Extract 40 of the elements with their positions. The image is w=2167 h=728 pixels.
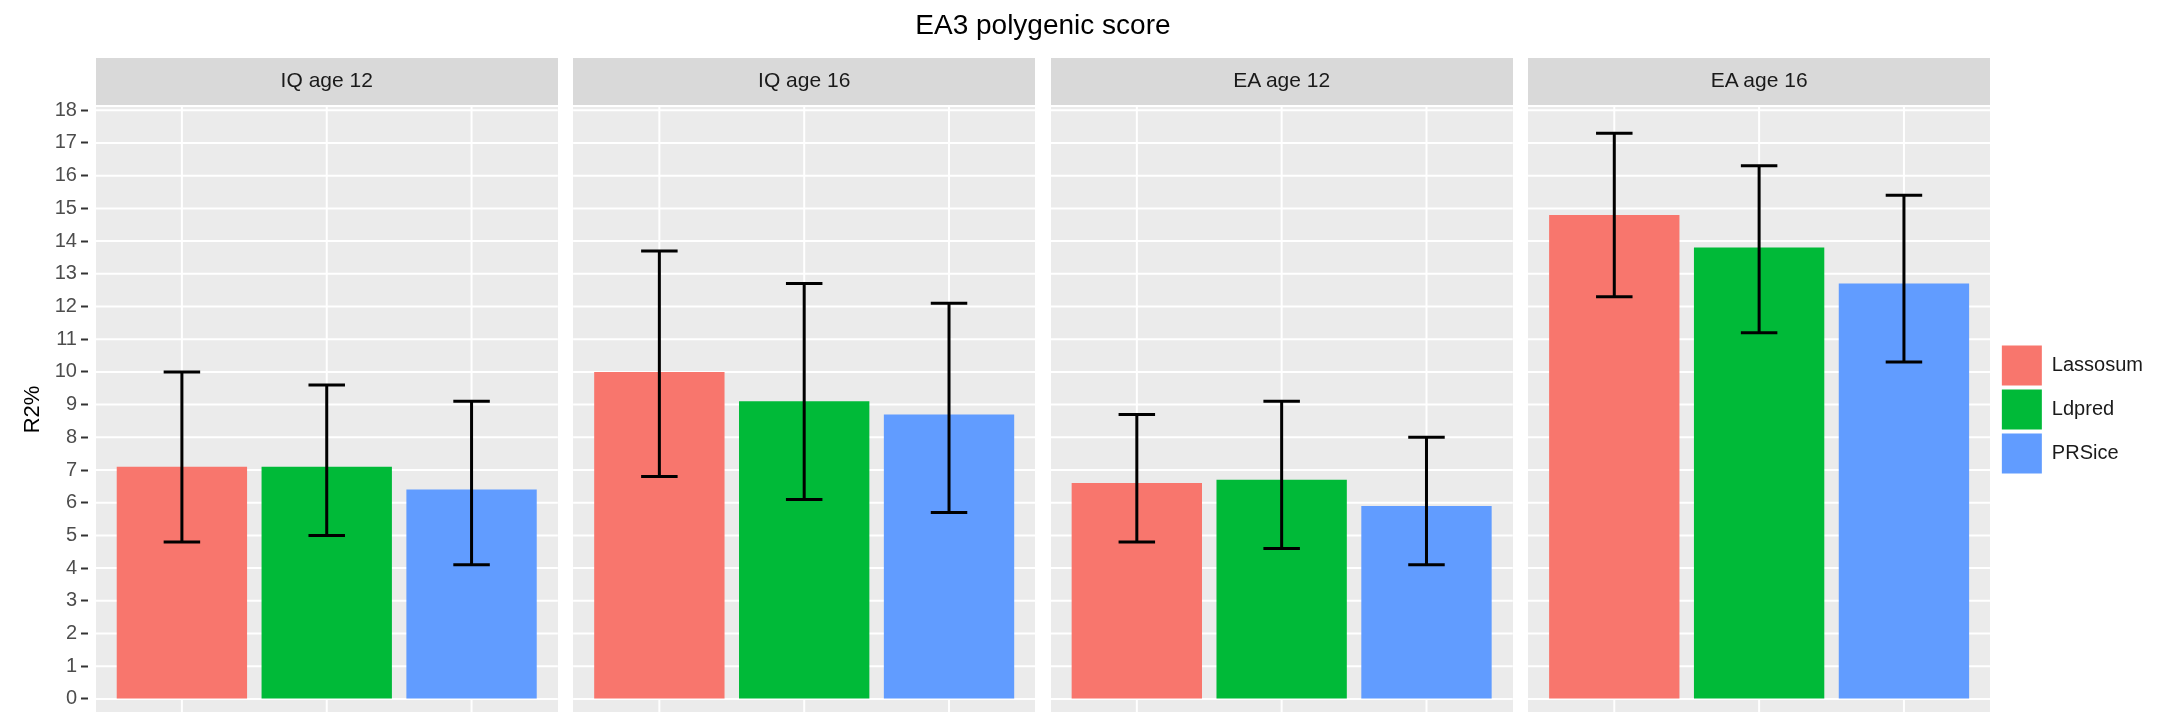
bar xyxy=(739,401,870,699)
bar xyxy=(1216,479,1347,699)
legend-label: Ldpred xyxy=(2051,397,2115,420)
legend-label: Lassosum xyxy=(2051,353,2143,376)
y-tick-label: 18 xyxy=(54,97,77,120)
x-tick-label: EA age 12 xyxy=(1233,68,1331,92)
chart-title: EA3 polygenic score xyxy=(915,8,1171,40)
y-tick-label: 5 xyxy=(65,522,77,545)
legend-label: PRSice xyxy=(2051,441,2119,464)
y-tick-label: 6 xyxy=(65,490,77,513)
y-tick-label: 17 xyxy=(54,130,77,153)
y-tick-label: 11 xyxy=(56,326,77,349)
x-tick-label: EA age 16 xyxy=(1710,68,1808,92)
bar xyxy=(883,414,1015,699)
y-tick-label: 10 xyxy=(54,359,77,382)
y-tick-label: 4 xyxy=(65,555,77,578)
bar xyxy=(1838,283,1970,699)
y-tick-label: 2 xyxy=(65,621,77,644)
y-tick-label: 8 xyxy=(65,424,77,447)
y-tick-label: 15 xyxy=(54,195,77,218)
y-tick-label: 7 xyxy=(65,457,77,480)
bar xyxy=(261,466,392,699)
bar xyxy=(1549,214,1680,699)
y-tick-label: 3 xyxy=(65,588,77,611)
bar xyxy=(1361,505,1492,699)
x-tick-label: IQ age 12 xyxy=(280,68,373,92)
y-tick-label: 13 xyxy=(54,261,77,284)
y-tick-label: 9 xyxy=(65,392,77,415)
y-tick-label: 0 xyxy=(65,686,77,709)
bar xyxy=(116,466,248,699)
bar xyxy=(1693,247,1825,699)
bar xyxy=(406,489,537,699)
y-tick-label: 1 xyxy=(65,653,77,676)
bar xyxy=(594,371,725,699)
x-tick-label: IQ age 16 xyxy=(758,68,851,92)
bar xyxy=(1071,483,1202,699)
y-tick-label: 12 xyxy=(54,294,77,316)
y-tick-label: 16 xyxy=(54,163,77,186)
y-tick-label: 14 xyxy=(54,228,77,251)
y-axis-title: R2% xyxy=(19,385,45,434)
